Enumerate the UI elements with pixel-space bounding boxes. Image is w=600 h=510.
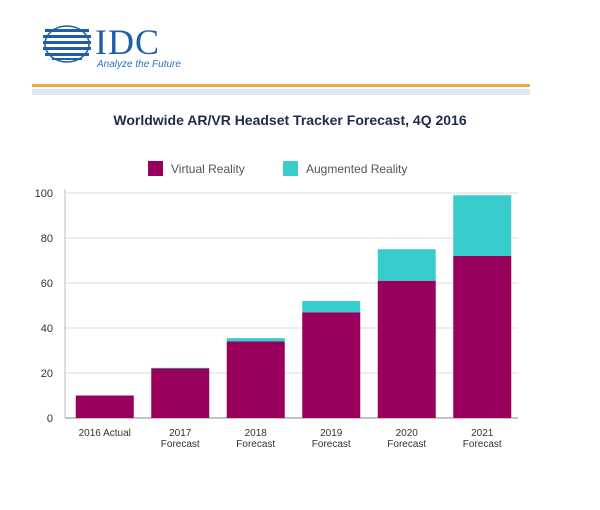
x-tick-label: Forecast: [236, 439, 275, 450]
bar-augmented-reality: [377, 249, 436, 281]
y-tick-label: 0: [47, 413, 53, 425]
legend-swatch-augmented-reality: [283, 161, 298, 176]
x-tick-label: 2016 Actual: [79, 428, 131, 439]
bar-augmented-reality: [302, 301, 361, 313]
idc-logo: IDC Analyze the Future: [40, 22, 200, 72]
x-tick-label: 2020: [396, 428, 419, 439]
x-tick-label: 2017: [169, 428, 192, 439]
bar-augmented-reality: [453, 195, 512, 256]
bar-augmented-reality: [226, 338, 285, 342]
x-tick-label: Forecast: [312, 439, 351, 450]
y-tick-label: 40: [41, 323, 53, 335]
y-tick-label: 60: [41, 278, 53, 290]
legend-label: Augmented Reality: [306, 162, 407, 176]
bar-virtual-reality: [453, 256, 512, 418]
bar-virtual-reality: [302, 312, 361, 418]
chart-title: Worldwide AR/VR Headset Tracker Forecast…: [113, 112, 467, 128]
legend-swatch-virtual-reality: [148, 161, 163, 176]
y-tick-label: 20: [41, 368, 53, 380]
x-tick-label: 2021: [471, 428, 494, 439]
bar-virtual-reality: [75, 395, 134, 418]
x-tick-label: Forecast: [387, 439, 426, 450]
y-tick-label: 100: [35, 188, 53, 200]
bar-virtual-reality: [377, 280, 436, 418]
y-tick-label: 80: [41, 233, 53, 245]
header-blue-rule: [32, 89, 530, 95]
bar-augmented-reality: [151, 367, 210, 369]
x-tick-label: Forecast: [463, 439, 502, 450]
x-tick-label: 2018: [245, 428, 268, 439]
header-orange-rule: [32, 84, 530, 87]
x-tick-label: Forecast: [161, 439, 200, 450]
globe-icon: [43, 25, 91, 63]
x-tick-label: 2019: [320, 428, 343, 439]
bar-virtual-reality: [226, 341, 285, 418]
bar-virtual-reality: [151, 368, 210, 418]
logo-tagline: Analyze the Future: [97, 59, 181, 70]
logo-wordmark: IDC: [95, 22, 160, 62]
legend-label: Virtual Reality: [171, 162, 245, 176]
